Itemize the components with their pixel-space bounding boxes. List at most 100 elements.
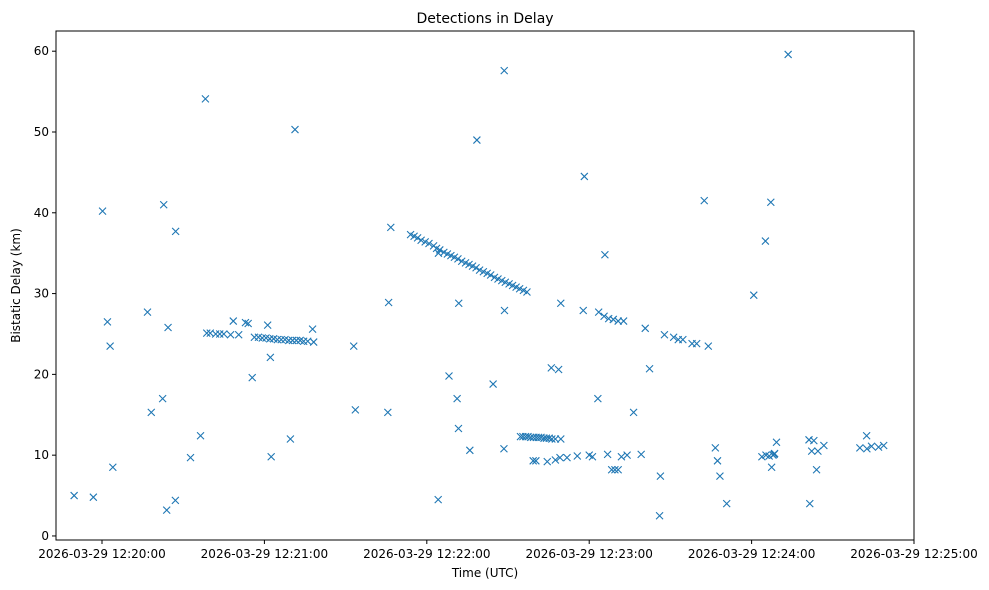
detection-marker <box>386 223 395 232</box>
detection-marker <box>637 450 646 459</box>
detection-marker <box>89 493 98 502</box>
detection-marker <box>164 323 172 332</box>
detection-marker <box>767 463 776 472</box>
detection-marker <box>863 444 871 453</box>
detection-marker <box>629 408 638 417</box>
detection-marker <box>607 465 616 474</box>
detection-marker <box>445 372 453 380</box>
detection-marker <box>286 435 295 443</box>
detection-marker <box>601 250 609 259</box>
detection-marker <box>547 364 556 372</box>
detection-marker <box>226 330 235 339</box>
detection-marker <box>531 456 540 465</box>
detection-marker <box>766 198 775 207</box>
detection-marker <box>784 50 793 59</box>
detection-marker <box>159 200 168 209</box>
detection-marker <box>425 239 433 248</box>
detection-marker <box>158 394 167 403</box>
detection-marker <box>219 330 228 338</box>
detection-marker <box>98 207 107 216</box>
detection-marker <box>603 450 612 459</box>
detection-marker <box>308 325 317 334</box>
detection-marker <box>580 172 589 181</box>
detection-marker <box>594 308 603 317</box>
detection-marker <box>309 338 318 346</box>
detection-marker <box>660 330 669 339</box>
detection-marker <box>645 364 654 373</box>
detection-marker <box>669 333 678 342</box>
detection-marker <box>641 324 650 333</box>
detection-marker <box>855 444 864 452</box>
detection-marker <box>417 236 426 245</box>
detection-marker <box>545 434 554 443</box>
detection-marker <box>749 291 758 300</box>
detection-marker <box>805 499 814 508</box>
detection-marker <box>656 472 665 481</box>
detection-marker <box>454 299 463 308</box>
detection-marker <box>434 495 443 504</box>
detection-marker <box>543 457 552 466</box>
detection-marker <box>489 380 498 388</box>
detection-marker <box>713 456 722 465</box>
detection-marker <box>413 233 422 242</box>
detection-marker <box>472 263 480 272</box>
detection-marker <box>579 306 588 315</box>
detection-marker <box>874 443 883 451</box>
detection-marker <box>248 373 257 382</box>
detection-marker <box>201 94 210 103</box>
y-tick-label: 10 <box>34 448 49 462</box>
detection-marker <box>588 452 597 461</box>
detection-marker <box>454 424 463 433</box>
detection-marker <box>600 312 608 321</box>
detection-marker <box>609 315 618 324</box>
detection-marker <box>171 496 180 505</box>
y-tick-label: 0 <box>41 529 49 543</box>
detection-marker <box>809 436 818 445</box>
detection-marker <box>465 446 474 455</box>
detection-marker <box>472 136 481 144</box>
detection-marker <box>258 334 267 342</box>
detection-marker <box>454 254 462 263</box>
y-tick-label: 40 <box>34 206 49 220</box>
detection-marker <box>384 298 393 307</box>
detection-marker <box>108 463 117 472</box>
y-tick-label: 30 <box>34 287 49 301</box>
detection-marker <box>486 271 495 279</box>
detection-marker <box>655 511 664 520</box>
detection-marker <box>547 435 556 443</box>
detection-marker <box>617 452 626 461</box>
detection-marker <box>611 465 619 474</box>
x-tick-label: 2026-03-29 12:22:00 <box>363 547 490 561</box>
detection-marker <box>103 317 112 326</box>
detection-marker <box>241 318 250 327</box>
x-tick-label: 2026-03-29 12:23:00 <box>525 547 652 561</box>
detection-marker <box>284 336 293 345</box>
detection-marker <box>556 453 564 462</box>
detection-marker <box>171 227 180 236</box>
detection-marker <box>106 342 115 350</box>
detection-marker <box>500 66 509 75</box>
detection-marker <box>529 456 538 465</box>
detection-marker <box>551 456 560 464</box>
detection-marker <box>265 334 274 343</box>
plot-frame <box>55 30 915 541</box>
detection-marker <box>383 408 392 417</box>
detection-marker <box>757 452 766 461</box>
x-tick-label: 2026-03-29 12:24:00 <box>688 547 815 561</box>
detection-marker <box>70 491 79 500</box>
y-axis-ticks: 0 10 20 30 40 50 60 <box>34 44 56 543</box>
detection-marker <box>162 506 171 514</box>
detection-marker <box>716 472 724 481</box>
x-tick-label: 2026-03-29 12:25:00 <box>850 547 977 561</box>
data-markers <box>70 50 888 520</box>
detection-marker <box>266 353 275 362</box>
detection-marker <box>556 299 565 308</box>
y-tick-label: 50 <box>34 125 49 139</box>
detection-marker <box>722 499 731 508</box>
detection-marker <box>291 125 299 134</box>
detection-marker <box>500 444 508 453</box>
x-axis-ticks: 2026-03-29 12:20:00 2026-03-29 12:21:00 20… <box>38 540 978 561</box>
detection-marker <box>143 308 152 317</box>
